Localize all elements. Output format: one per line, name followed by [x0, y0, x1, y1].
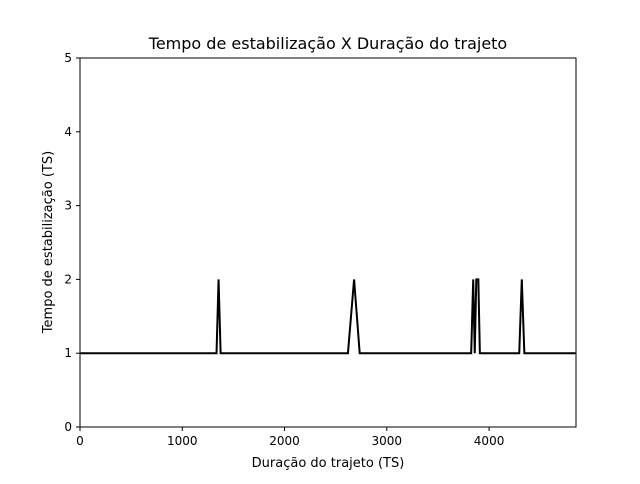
x-axis-label: Duração do trajeto (TS): [252, 456, 405, 471]
x-tick-label: 3000: [372, 434, 403, 448]
chart-title: Tempo de estabilização X Duração do traj…: [148, 34, 507, 53]
x-tick-label: 1000: [167, 434, 198, 448]
y-tick-label: 2: [64, 272, 72, 286]
x-tick-label: 4000: [474, 434, 505, 448]
y-tick-label: 1: [64, 346, 72, 360]
x-axis: 0 1000 2000 3000 4000: [76, 427, 504, 448]
y-tick-label: 0: [64, 420, 72, 434]
x-tick-label: 0: [76, 434, 84, 448]
y-axis: 0 1 2 3 4 5: [64, 51, 80, 434]
y-tick-label: 3: [64, 199, 72, 213]
x-tick-label: 2000: [269, 434, 300, 448]
series-line-0: [80, 278, 576, 355]
y-tick-label: 4: [64, 125, 72, 139]
y-tick-label: 5: [64, 51, 72, 65]
plot-frame: [79, 57, 577, 428]
y-axis-label: Tempo de estabilização (TS): [41, 151, 56, 334]
plot-area: [79, 57, 577, 428]
